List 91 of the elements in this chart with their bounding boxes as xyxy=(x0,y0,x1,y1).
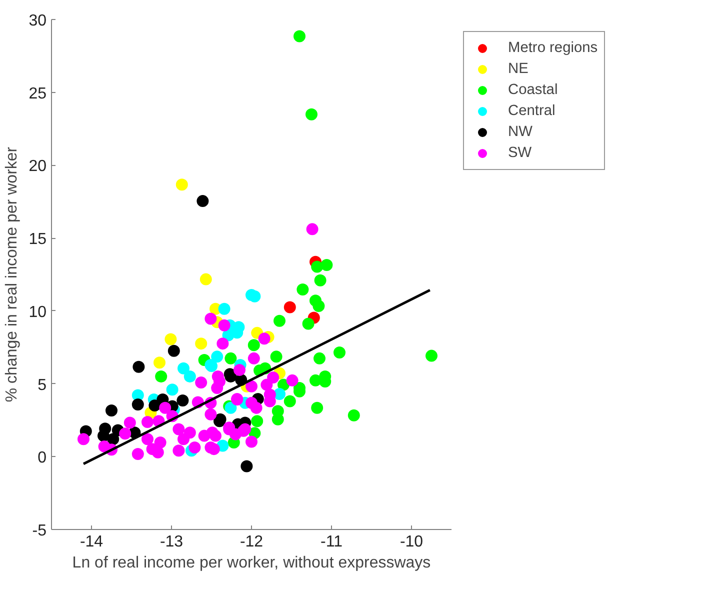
point xyxy=(312,300,325,312)
point xyxy=(248,339,260,352)
point xyxy=(234,364,246,376)
point xyxy=(334,346,346,358)
point xyxy=(348,409,360,422)
point xyxy=(311,402,324,414)
legend-label: SW xyxy=(508,145,532,161)
y-tick-label: 0 xyxy=(38,450,47,467)
point xyxy=(274,314,286,327)
point xyxy=(306,108,318,120)
point xyxy=(270,350,282,363)
y-axis-title: % change in real income per worker xyxy=(4,146,21,402)
legend-label: Coastal xyxy=(508,82,558,98)
point xyxy=(286,374,298,386)
point xyxy=(132,398,144,410)
point xyxy=(258,332,270,345)
point xyxy=(311,260,324,273)
point xyxy=(320,259,333,272)
x-tick-label: -13 xyxy=(160,534,184,550)
y-tick-label: -5 xyxy=(32,522,47,540)
point xyxy=(250,402,262,414)
legend-label: Metro regions xyxy=(508,40,598,56)
x-tick-label: -14 xyxy=(80,534,104,550)
point xyxy=(196,195,209,208)
point xyxy=(178,362,190,374)
point xyxy=(198,430,210,442)
point xyxy=(184,426,196,439)
point xyxy=(216,338,229,350)
point xyxy=(98,430,110,442)
y-tick-label: 10 xyxy=(28,304,47,321)
point xyxy=(251,415,264,428)
point xyxy=(426,350,438,362)
point xyxy=(195,338,208,350)
point xyxy=(176,178,188,191)
point xyxy=(274,388,286,400)
x-axis-title: Ln of real income per worker, without expressways xyxy=(72,554,431,572)
point xyxy=(132,360,145,373)
point xyxy=(168,344,180,357)
x-tick-label: -10 xyxy=(400,534,424,550)
point xyxy=(204,312,217,325)
point xyxy=(306,223,318,236)
point xyxy=(284,395,296,408)
point xyxy=(124,416,136,429)
y-tick-label: 5 xyxy=(38,376,47,394)
point xyxy=(154,356,166,369)
point xyxy=(164,333,177,346)
point xyxy=(210,430,222,442)
point xyxy=(296,284,309,296)
point xyxy=(154,436,166,448)
point xyxy=(246,436,258,448)
y-tick-label: 25 xyxy=(28,85,47,102)
point xyxy=(260,378,273,391)
point xyxy=(294,30,306,42)
x-tick-label: -11 xyxy=(320,534,343,550)
point xyxy=(142,416,154,428)
point xyxy=(302,318,314,330)
point xyxy=(240,460,253,472)
point xyxy=(119,428,132,440)
y-tick-label: 30 xyxy=(28,12,47,30)
point xyxy=(184,370,196,382)
point xyxy=(284,301,296,314)
point xyxy=(267,372,280,384)
point xyxy=(211,350,224,363)
point xyxy=(78,433,90,446)
y-tick-label: 20 xyxy=(28,158,47,176)
point xyxy=(172,423,185,436)
legend-label: NE xyxy=(508,61,528,77)
y-tick-label: 15 xyxy=(28,231,47,248)
legend-label: NW xyxy=(508,124,532,140)
point xyxy=(204,408,217,420)
point xyxy=(248,352,260,364)
point xyxy=(195,376,208,388)
legend-label: Central xyxy=(508,103,556,119)
point xyxy=(200,273,212,286)
point xyxy=(212,370,224,382)
point xyxy=(218,319,230,332)
point xyxy=(314,274,326,286)
point xyxy=(224,352,237,364)
point xyxy=(188,441,201,454)
point xyxy=(142,433,154,446)
point xyxy=(176,394,189,407)
point xyxy=(166,384,178,396)
point xyxy=(132,448,144,460)
point xyxy=(172,444,185,457)
point xyxy=(155,370,168,382)
point xyxy=(218,302,230,315)
point xyxy=(159,402,172,414)
point xyxy=(314,352,326,364)
point xyxy=(246,380,258,392)
x-tick-label: -12 xyxy=(240,534,264,550)
point xyxy=(106,404,118,416)
